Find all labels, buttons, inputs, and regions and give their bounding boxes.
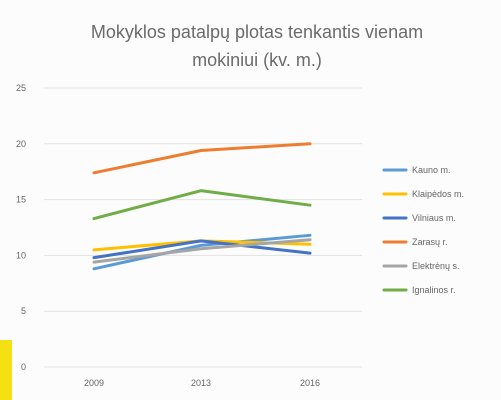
y-tick-label: 15 <box>16 195 26 205</box>
legend-label: Elektrėnų s. <box>412 261 460 271</box>
chart-title-line-1: Mokyklos patalpų plotas tenkantis vienam <box>91 22 423 42</box>
x-tick-label: 2013 <box>191 378 211 388</box>
x-axis-ticks: 2009 2013 2016 <box>84 378 320 388</box>
series-line-3 <box>92 142 312 175</box>
series-lines <box>92 142 312 271</box>
y-tick-label: 0 <box>21 362 26 372</box>
legend-item: Elektrėnų s. <box>382 261 460 271</box>
series-line-0 <box>92 233 312 271</box>
legend-label: Vilniaus m. <box>412 213 456 223</box>
series-line-4 <box>92 238 312 264</box>
y-tick-label: 5 <box>21 306 26 316</box>
yellow-accent-bar <box>0 340 12 400</box>
gridlines <box>44 87 362 368</box>
legend-label: Ignalinos r. <box>412 285 456 295</box>
series-line-5 <box>92 189 312 221</box>
legend-item: Zarasų r. <box>382 237 448 247</box>
legend-label: Klaipėdos m. <box>412 189 464 199</box>
x-tick-label: 2016 <box>300 378 320 388</box>
y-axis-ticks: 0 5 10 15 20 25 <box>16 83 26 372</box>
y-tick-label: 10 <box>16 250 26 260</box>
legend-item: Klaipėdos m. <box>382 189 464 199</box>
legend: Kauno m. Klaipėdos m. Vilniaus m. Zarasų r.… <box>382 165 464 295</box>
x-tick-label: 2009 <box>84 378 104 388</box>
chart-title-line-2: mokiniui (kv. m.) <box>192 50 322 70</box>
legend-item: Kauno m. <box>382 165 451 175</box>
y-tick-label: 25 <box>16 83 26 93</box>
legend-label: Zarasų r. <box>412 237 448 247</box>
legend-item: Ignalinos r. <box>382 285 456 295</box>
y-tick-label: 20 <box>16 139 26 149</box>
series-line-2 <box>92 239 312 260</box>
legend-label: Kauno m. <box>412 165 451 175</box>
legend-item: Vilniaus m. <box>382 213 456 223</box>
